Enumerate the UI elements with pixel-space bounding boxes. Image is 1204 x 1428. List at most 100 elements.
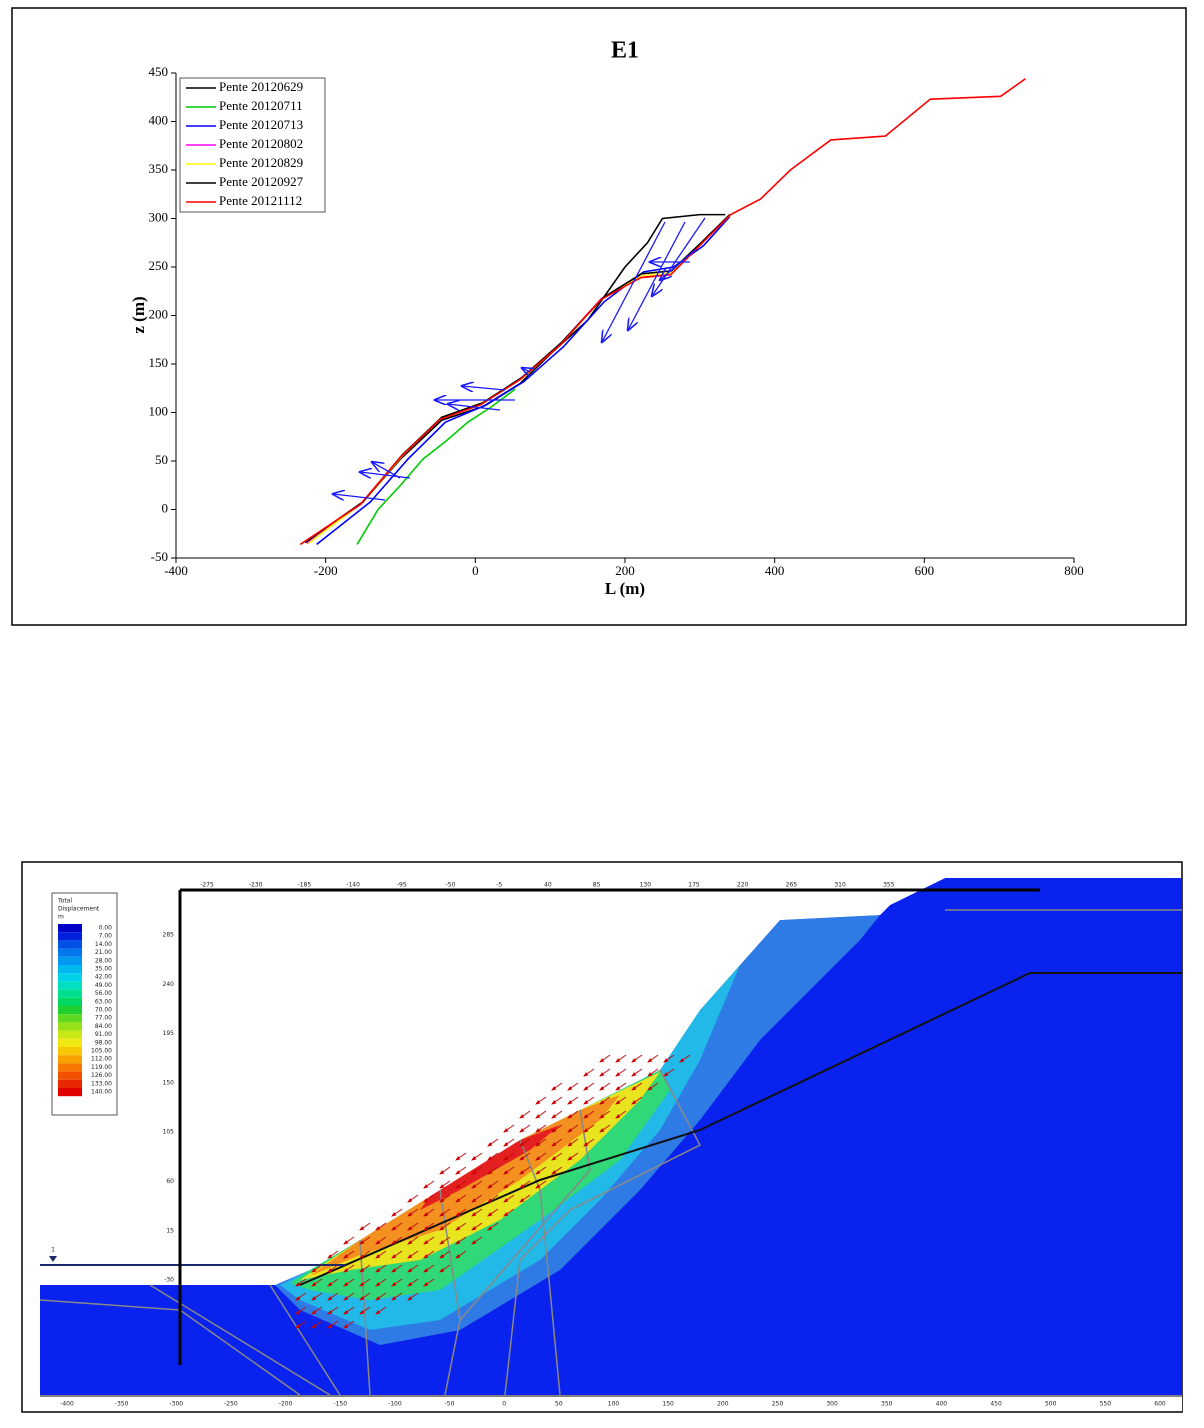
vector	[439, 1222, 451, 1231]
water-marker	[49, 1256, 57, 1262]
bottom-tick-label: -50	[445, 1401, 455, 1408]
legend-swatch	[58, 948, 82, 957]
vector	[471, 1194, 483, 1203]
legend-value: 140.00	[91, 1089, 112, 1096]
legend-value: 0.00	[99, 925, 113, 932]
vector	[439, 1208, 451, 1217]
legend-label: Pente 20120629	[219, 79, 303, 94]
vector	[647, 1068, 659, 1077]
legend-swatch	[58, 1055, 82, 1064]
vector	[311, 1306, 323, 1315]
vector	[311, 1292, 323, 1301]
vector	[407, 1292, 419, 1301]
vector	[407, 1278, 419, 1287]
displacement-arrows	[333, 217, 706, 501]
bottom-tick-label: 50	[555, 1401, 563, 1408]
vector	[375, 1222, 387, 1231]
legend-swatch	[58, 1022, 82, 1031]
bottom-tick-label: -150	[333, 1401, 347, 1408]
vector	[407, 1208, 419, 1217]
legend-label: Pente 20120927	[219, 174, 304, 189]
vector	[567, 1082, 579, 1091]
vector	[359, 1264, 371, 1273]
top-tick-label: 40	[544, 882, 552, 889]
vector	[679, 1054, 691, 1063]
legend-value: 7.00	[99, 933, 113, 940]
x-tick-label: 200	[615, 563, 635, 578]
vector	[375, 1306, 387, 1315]
legend-value: 119.00	[91, 1064, 112, 1071]
vector	[615, 1054, 627, 1063]
legend-label: Pente 20121112	[219, 193, 302, 208]
vector	[423, 1264, 435, 1273]
legend-value: 42.00	[95, 974, 112, 981]
y-tick-label: 100	[149, 403, 169, 418]
vector	[439, 1194, 451, 1203]
vector	[391, 1264, 403, 1273]
legend-swatch	[58, 932, 82, 941]
legend-value: 84.00	[95, 1023, 112, 1030]
bottom-tick-label: 550	[1100, 1401, 1112, 1408]
vector	[407, 1236, 419, 1245]
vector	[599, 1082, 611, 1091]
vector	[551, 1082, 563, 1091]
contour	[420, 1125, 560, 1210]
vector	[535, 1180, 547, 1189]
vector	[535, 1138, 547, 1147]
legend-swatch	[58, 973, 82, 982]
y-tick-label: 400	[149, 112, 169, 127]
vector	[407, 1222, 419, 1231]
vector	[343, 1292, 355, 1301]
chart-title: E1	[611, 38, 639, 64]
vector	[439, 1166, 451, 1175]
x-tick-label: 800	[1064, 563, 1084, 578]
top-tick-label: 355	[883, 882, 895, 889]
bottom-tick-label: 600	[1154, 1401, 1166, 1408]
vector	[631, 1054, 643, 1063]
vector	[519, 1138, 531, 1147]
x-axis-label: L (m)	[605, 579, 645, 598]
top-tick-label: 85	[593, 882, 601, 889]
vector	[327, 1292, 339, 1301]
vector	[343, 1278, 355, 1287]
vector	[487, 1222, 499, 1231]
vector	[391, 1222, 403, 1231]
vector	[359, 1250, 371, 1259]
vector	[455, 1194, 467, 1203]
legend-value: 77.00	[95, 1015, 112, 1022]
vector	[343, 1306, 355, 1315]
bottom-tick-label: 250	[772, 1401, 784, 1408]
bottom-tick-label: 350	[881, 1401, 893, 1408]
vector	[311, 1264, 323, 1273]
bottom-tick-label: 0	[502, 1401, 506, 1408]
y-tick-label: 450	[149, 64, 169, 79]
vector	[599, 1068, 611, 1077]
bottom-tick-label: -200	[279, 1401, 293, 1408]
legend-swatch	[58, 956, 82, 965]
vector	[551, 1166, 563, 1175]
vector	[487, 1180, 499, 1189]
vector	[599, 1054, 611, 1063]
top-tick-label: -140	[346, 882, 360, 889]
legend-swatch	[58, 997, 82, 1006]
vector	[631, 1068, 643, 1077]
legend-label: Pente 20120713	[219, 117, 303, 132]
vector	[439, 1236, 451, 1245]
legend-value: 105.00	[91, 1048, 112, 1055]
vector	[503, 1138, 515, 1147]
vector	[471, 1152, 483, 1161]
vector	[599, 1110, 611, 1119]
left-tick-label: 285	[163, 932, 175, 939]
vector	[567, 1152, 579, 1161]
legend-title: Displacement	[58, 906, 100, 913]
vector	[583, 1138, 595, 1147]
velocity-vectors	[295, 1054, 691, 1329]
vector	[599, 1096, 611, 1105]
top-tick-label: 310	[834, 882, 846, 889]
bottom-tick-label: -400	[60, 1401, 74, 1408]
vector	[439, 1180, 451, 1189]
fem-model: 1	[39, 878, 1182, 1411]
legend-swatch	[58, 1079, 82, 1088]
vector	[535, 1166, 547, 1175]
bottom-tick-label: -100	[388, 1401, 402, 1408]
